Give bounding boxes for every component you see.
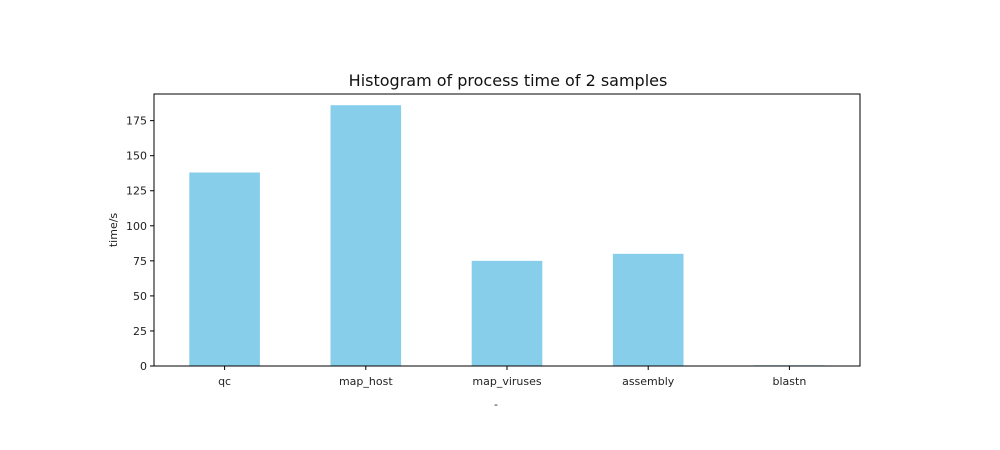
x-tick-label: blastn	[773, 375, 807, 388]
x-tick-label: assembly	[622, 375, 675, 388]
bar-assembly	[612, 253, 684, 366]
y-tick-label: 75	[133, 255, 147, 268]
y-tick-label: 0	[140, 360, 147, 373]
chart-title: Histogram of process time of 2 samples	[349, 71, 668, 90]
bar-qc	[189, 172, 260, 366]
x-axis: qc map_host map_viruses assembly blastn	[218, 366, 806, 388]
x-tick-label: qc	[218, 375, 231, 388]
y-tick-label: 150	[126, 150, 147, 163]
y-axis-label: time/s	[107, 213, 120, 248]
x-axis-label: -	[494, 398, 498, 411]
x-tick-label: map_viruses	[472, 375, 541, 388]
y-tick-label: 25	[133, 325, 147, 338]
y-axis: 0 25 50 75 100 125 150 175	[126, 115, 154, 373]
y-tick-label: 125	[126, 185, 147, 198]
x-tick-label: map_host	[339, 375, 393, 388]
bar-map-host	[330, 105, 402, 366]
y-tick-label: 100	[126, 220, 147, 233]
y-tick-label: 50	[133, 290, 147, 303]
y-tick-label: 175	[126, 115, 147, 128]
bars-group	[189, 105, 825, 366]
bar-map-viruses	[471, 260, 543, 366]
